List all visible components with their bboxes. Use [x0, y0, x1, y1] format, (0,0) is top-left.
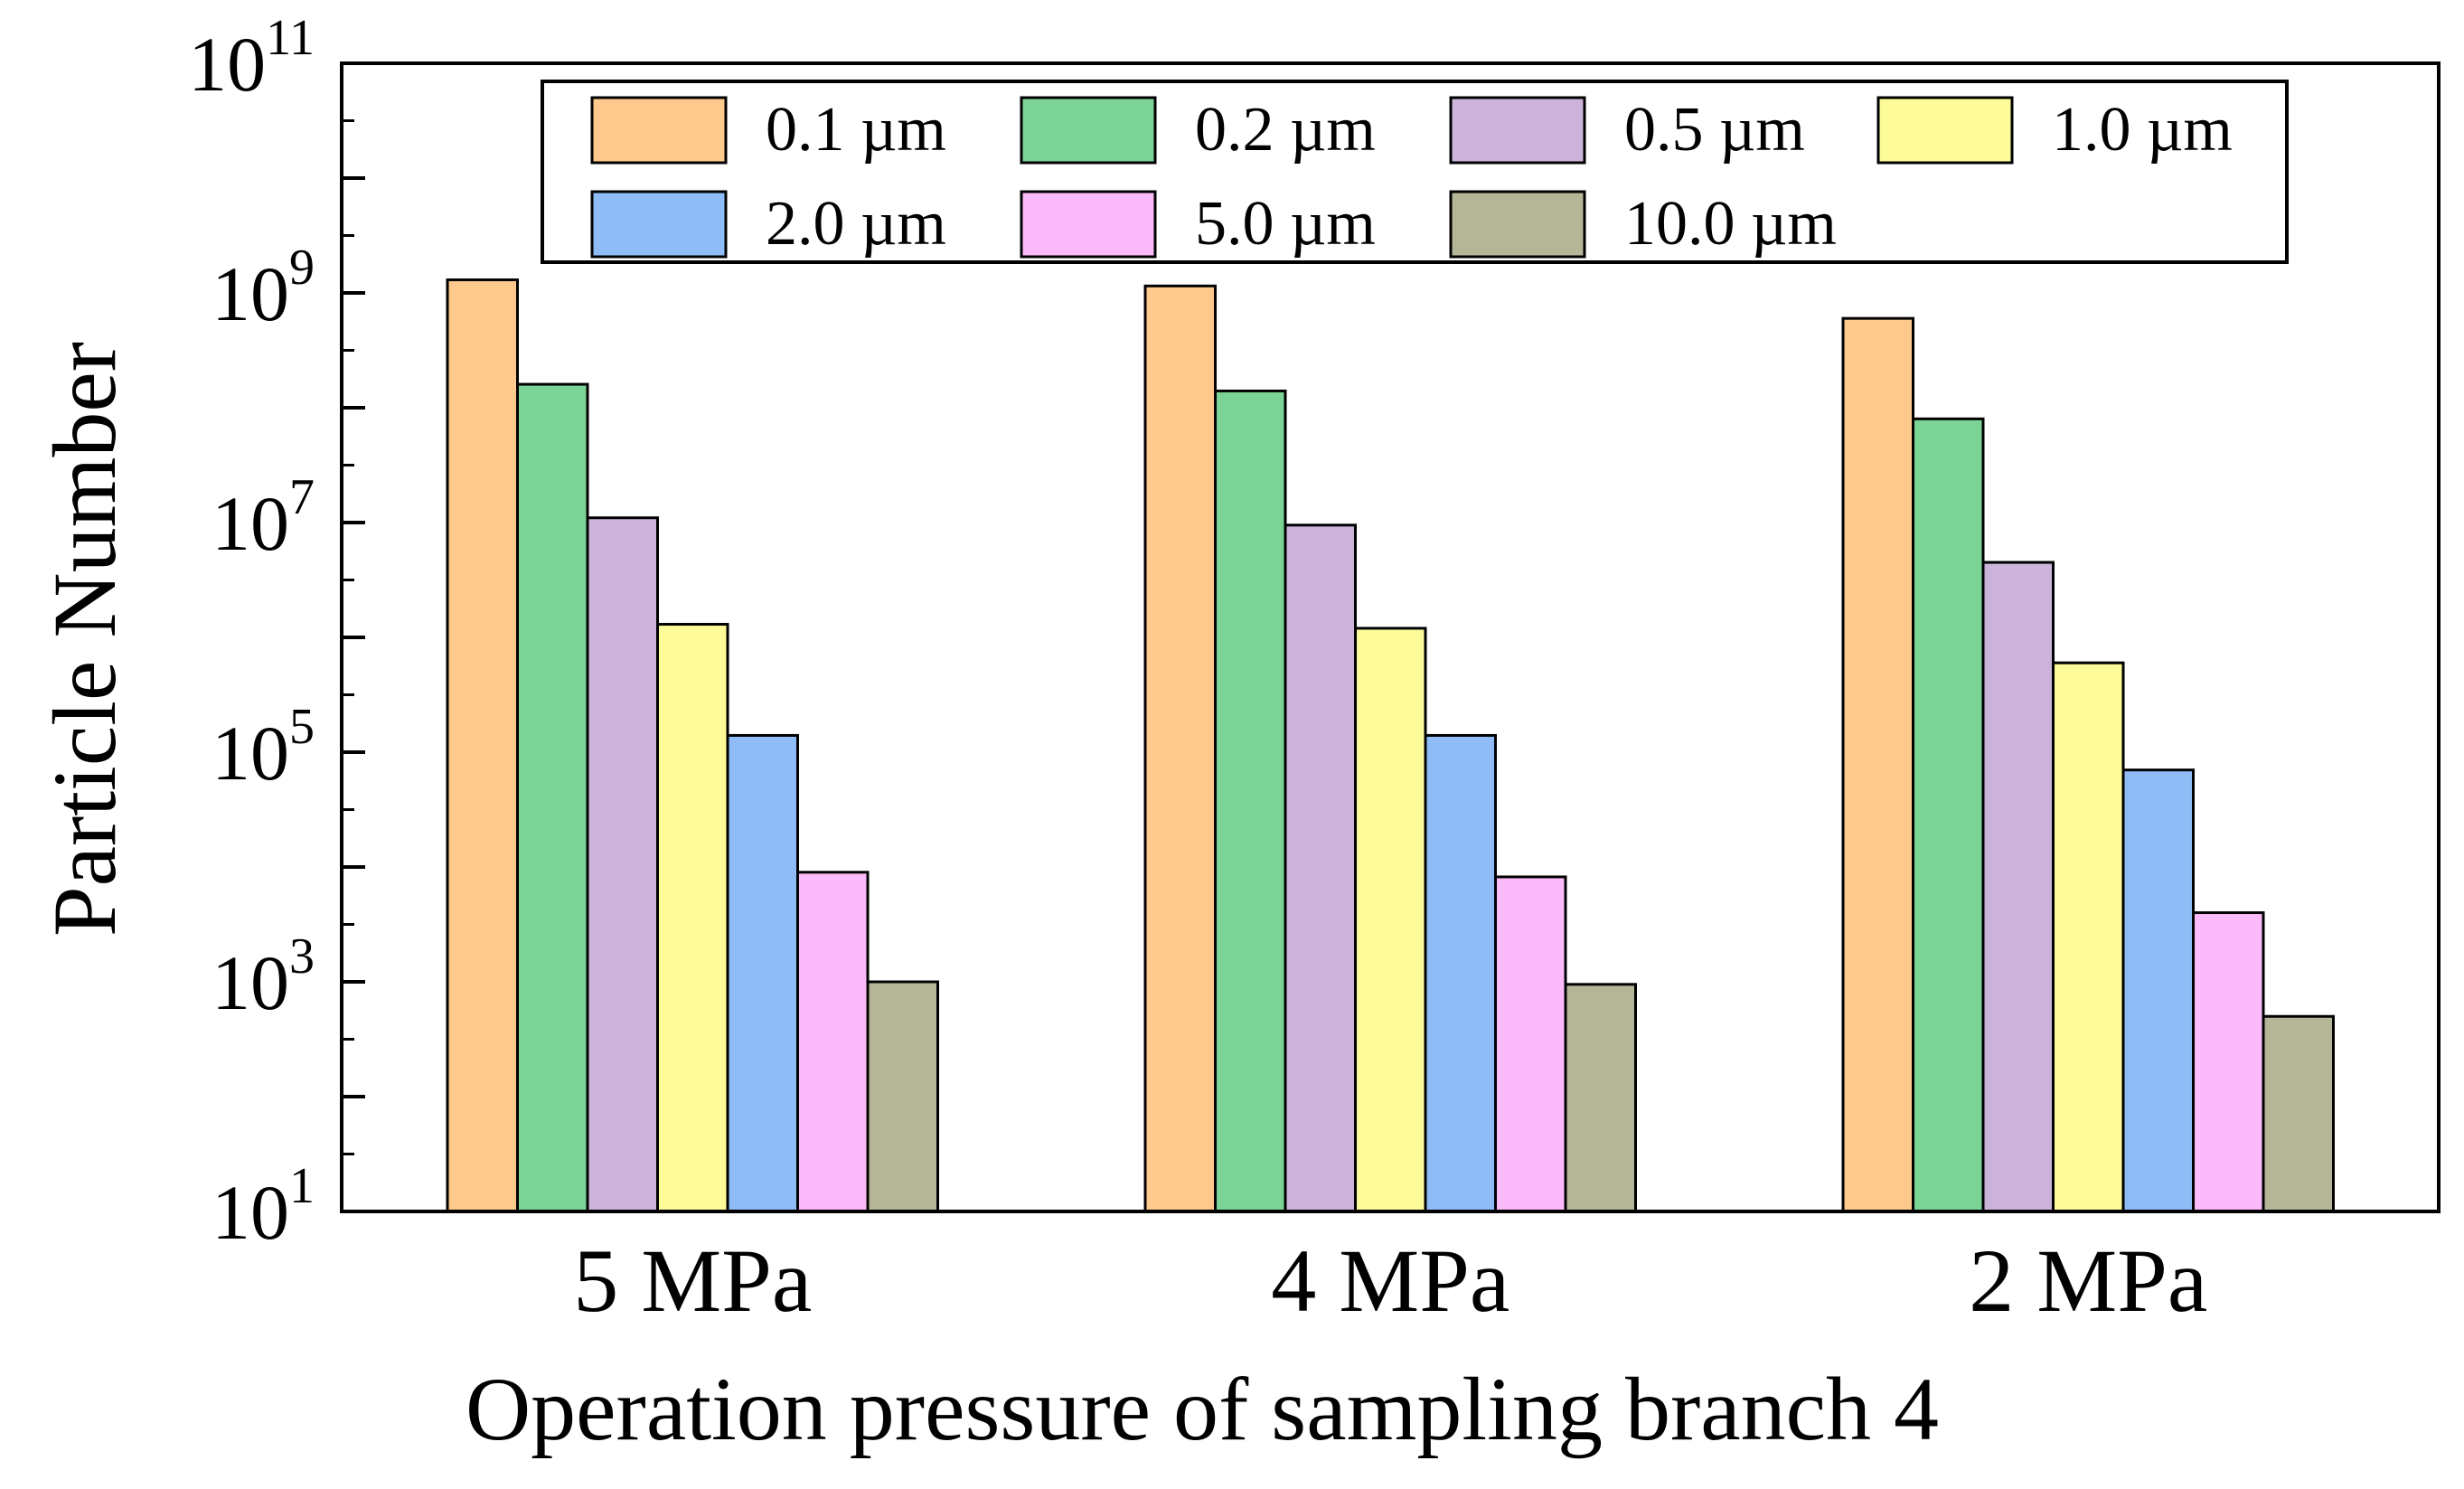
legend-swatch [1449, 96, 1586, 165]
bar [2052, 661, 2125, 1213]
bar [1912, 417, 1985, 1213]
bar [586, 516, 659, 1213]
bar [446, 278, 519, 1213]
legend-swatch [590, 190, 728, 259]
legend-label: 2.0 µm [766, 189, 946, 259]
x-axis-category-labels: 5 MPa 4 MPa 2 MPa [573, 1230, 2207, 1331]
legend-label: 10.0 µm [1624, 189, 1837, 259]
legend-label: 0.5 µm [1624, 95, 1805, 165]
x-axis-title: Operation pressure of sampling branch 4 [466, 1359, 1939, 1459]
bar [1564, 983, 1637, 1213]
bar [656, 623, 729, 1213]
legend-swatch [1020, 190, 1157, 259]
bar [2121, 768, 2195, 1213]
bar [866, 980, 939, 1213]
legend-swatch [590, 96, 728, 165]
bar [2192, 911, 2265, 1213]
y-axis-tick-labels: 101 103 105 107 109 1011 [188, 10, 315, 1256]
legend-label: 1.0 µm [2052, 95, 2233, 165]
y-axis-ticks [342, 61, 365, 1213]
legend: 0.1 µm 0.2 µm 0.5 µm 1.0 µm 2.0 µm 5.0 µm 10.0… [541, 80, 2289, 264]
bar [1841, 316, 1914, 1213]
y-tick-label: 103 [212, 928, 315, 1026]
bar [1214, 389, 1287, 1213]
bar [516, 382, 589, 1213]
x-tick-label: 5 MPa [573, 1230, 812, 1331]
bars-layer [446, 278, 2335, 1213]
legend-swatch [1449, 190, 1586, 259]
bar [1424, 733, 1497, 1213]
bar [1494, 875, 1567, 1213]
bar [1981, 561, 2055, 1213]
legend-label: 0.2 µm [1195, 95, 1376, 165]
legend-swatch [1020, 96, 1157, 165]
legend-label: 0.1 µm [766, 95, 946, 165]
bar [1284, 523, 1357, 1213]
y-tick-label: 107 [212, 469, 315, 567]
x-tick-label: 4 MPa [1271, 1230, 1509, 1331]
bar [2262, 1014, 2335, 1213]
y-tick-label: 109 [212, 240, 315, 337]
bar [796, 871, 870, 1213]
legend-label: 5.0 µm [1195, 189, 1376, 259]
y-axis-title: Particle Number [34, 342, 135, 937]
bar [1143, 284, 1217, 1213]
bar [1354, 627, 1427, 1213]
bar [726, 733, 799, 1213]
y-tick-label: 1011 [188, 10, 315, 108]
x-tick-label: 2 MPa [1969, 1230, 2207, 1331]
y-tick-label: 101 [212, 1158, 315, 1256]
legend-swatch [1876, 96, 2014, 165]
y-tick-label: 105 [212, 699, 315, 796]
